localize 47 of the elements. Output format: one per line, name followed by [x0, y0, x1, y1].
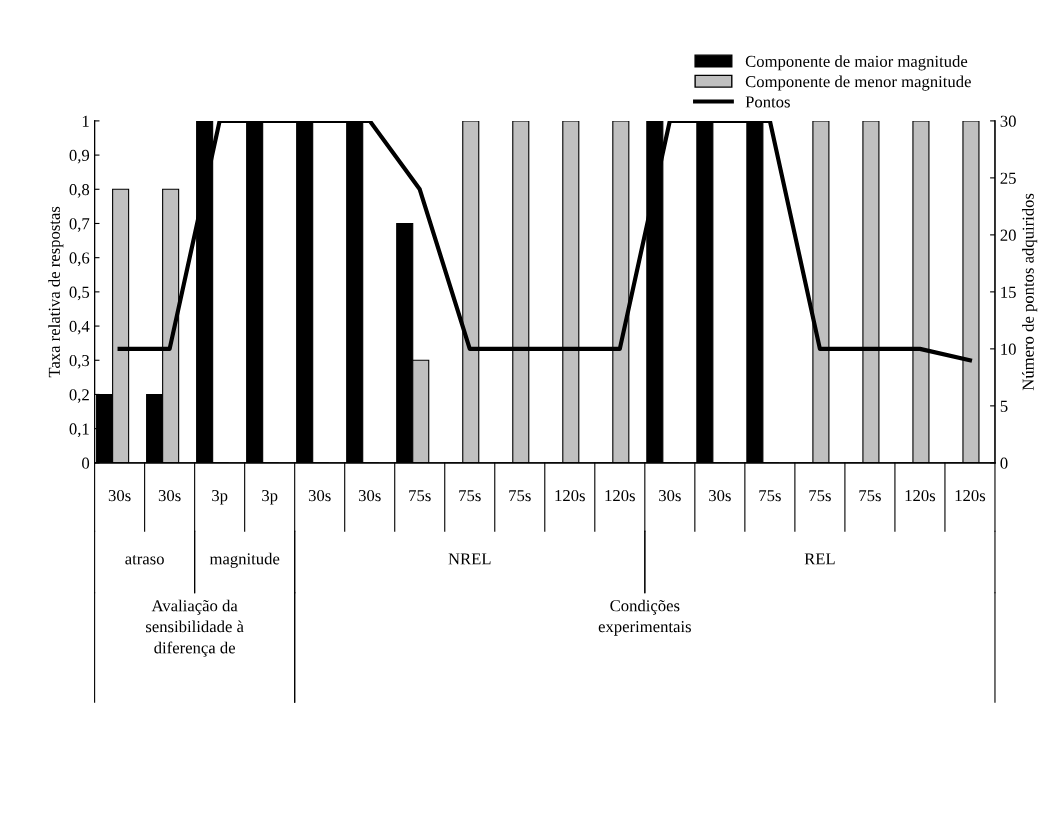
- y-tick-label: 0,5: [69, 286, 90, 301]
- y-tick-label: 0,8: [69, 183, 90, 198]
- y2-axis-title: Número de pontos adquiridos: [1022, 193, 1038, 391]
- y-tick-label: 0,1: [69, 423, 89, 437]
- x-tick-label: 120s: [955, 489, 986, 502]
- y2-tick-label: 5: [1000, 400, 1008, 412]
- y2-tick-label: 30: [1000, 115, 1016, 127]
- y2-tick-label: 15: [1001, 286, 1016, 298]
- y-tick-label: 0,9: [69, 149, 90, 164]
- text: atraso: [125, 554, 164, 565]
- text: Condições experimentais: [598, 599, 691, 636]
- text: magnitude: [209, 552, 280, 568]
- x-tick-label: 30s: [158, 489, 181, 502]
- x-tick-label: 30s: [308, 489, 331, 502]
- x-tick-label: 30s: [659, 489, 681, 502]
- y-tick-label: 0: [82, 457, 90, 469]
- y-tick-label: 0,4: [69, 320, 90, 335]
- y2-tick-label: 10: [1001, 343, 1016, 355]
- x-tick-label: 3p: [212, 490, 228, 505]
- x-tick-label: 3p: [262, 490, 278, 505]
- x-tick-label: 75s: [509, 490, 531, 502]
- y2-tick-label: 25: [1000, 172, 1016, 184]
- x-tick-label: 30s: [108, 489, 131, 502]
- x-tick-label: 120s: [605, 489, 635, 502]
- y-axis-title: Taxa relativa de respostas: [48, 206, 64, 378]
- text: Avaliação da sensibilidade à diferença de: [146, 599, 244, 657]
- x-tick-label: 75s: [859, 490, 881, 502]
- legend-label: Pontos: [745, 96, 790, 108]
- y2-tick-label: 20: [1000, 229, 1016, 241]
- legend-label: Componente de menor magnitude: [745, 75, 971, 91]
- text: NREL: [448, 553, 491, 565]
- x-tick-label: 75s: [409, 490, 431, 502]
- y-tick-label: 0,3: [69, 354, 90, 369]
- x-tick-label: 75s: [809, 490, 831, 502]
- text: REL: [804, 553, 835, 565]
- x-tick-label: 75s: [759, 490, 781, 502]
- x-tick-label: 120s: [905, 489, 936, 502]
- y-tick-label: 0,7: [69, 218, 90, 232]
- y-tick-label: 0,6: [69, 252, 90, 267]
- y-tick-label: 0,2: [69, 389, 89, 403]
- y-tick-label: 1: [82, 115, 89, 127]
- x-tick-label: 75s: [459, 490, 481, 502]
- x-tick-label: 30s: [709, 489, 731, 502]
- x-tick-label: 120s: [555, 489, 585, 502]
- x-tick-label: 30s: [358, 489, 381, 502]
- y2-tick-label: 0: [1000, 457, 1008, 469]
- legend-label: Componente de maior magnitude: [745, 55, 968, 71]
